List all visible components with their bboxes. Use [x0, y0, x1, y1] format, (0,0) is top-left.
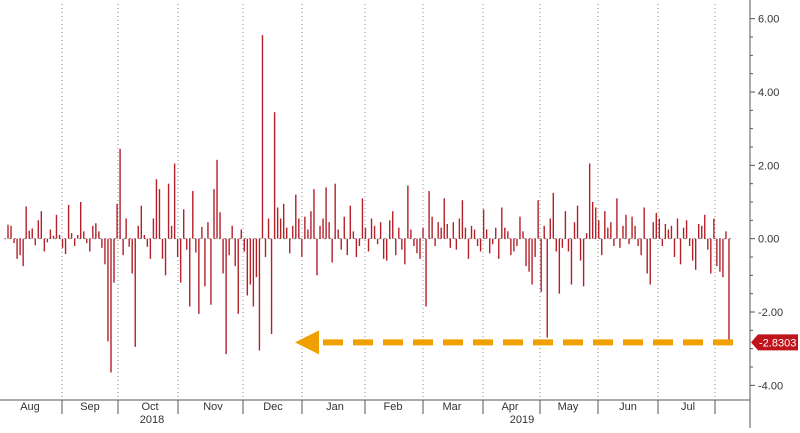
x-year-label: 2018	[140, 414, 164, 426]
x-month-label: Jul	[681, 401, 695, 413]
x-month-label: Jan	[326, 401, 344, 413]
x-month-label: Dec	[263, 401, 283, 413]
y-tick-label: 0.00	[758, 234, 779, 246]
dashed-arrow-annotation	[295, 330, 733, 355]
x-month-label: May	[558, 401, 579, 413]
y-axis: 6.00 4.00 2.00 0.00 -2.00 -4.00	[749, 0, 783, 428]
y-tick-label: 2.00	[758, 160, 779, 172]
x-month-label: Jun	[619, 401, 637, 413]
y-tick-label: 6.00	[758, 14, 779, 26]
bar-series	[7, 35, 730, 373]
last-value-label: -2.8303	[759, 337, 796, 349]
y-tick-label: -4.00	[758, 380, 783, 392]
arrow-head	[295, 330, 319, 355]
last-value-badge-shape	[751, 334, 798, 351]
x-month-label: Oct	[141, 401, 158, 413]
x-month-label: Feb	[384, 401, 403, 413]
x-month-label: Nov	[203, 401, 223, 413]
x-year-label: 2019	[510, 414, 534, 426]
x-month-label: Mar	[443, 401, 462, 413]
x-month-label: Apr	[501, 401, 518, 413]
x-month-label: Sep	[80, 401, 100, 413]
x-month-label: Aug	[20, 401, 40, 413]
y-tick-label: 4.00	[758, 87, 779, 99]
y-tick-label: -2.00	[758, 307, 783, 319]
x-axis: Aug Sep Oct Nov Dec Jan Feb Mar Apr May Jun Jul 2018…	[0, 399, 750, 426]
last-value-badge: -2.8303	[751, 334, 798, 351]
